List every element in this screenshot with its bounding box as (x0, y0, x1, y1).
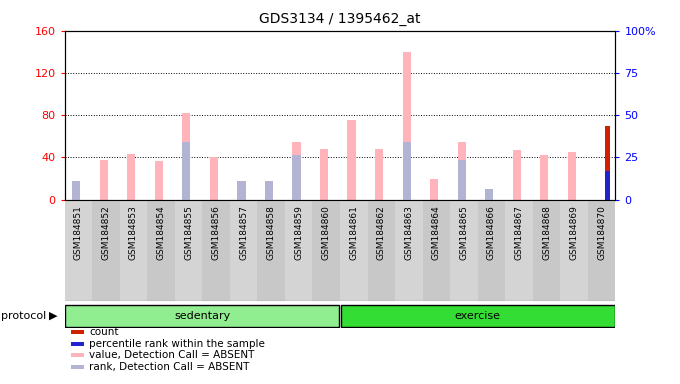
Bar (588, 200, 615, 301)
Bar (175, 200, 203, 301)
Bar (65, 200, 92, 301)
Text: GSM184862: GSM184862 (377, 205, 386, 260)
Bar (312, 200, 340, 301)
Bar (257, 200, 285, 301)
Text: GSM184863: GSM184863 (405, 205, 413, 260)
FancyBboxPatch shape (341, 305, 615, 327)
Text: protocol: protocol (1, 311, 47, 321)
Bar (430, 179, 439, 200)
Bar (367, 200, 395, 301)
Bar (423, 200, 450, 301)
Bar (403, 142, 411, 200)
Text: GSM184865: GSM184865 (460, 205, 469, 260)
Text: GSM184860: GSM184860 (322, 205, 330, 260)
Bar (458, 160, 466, 200)
Text: GSM184864: GSM184864 (432, 205, 441, 260)
Bar (292, 156, 301, 200)
Text: GSM184853: GSM184853 (129, 205, 138, 260)
Bar (127, 154, 135, 200)
Text: GSM184870: GSM184870 (597, 205, 606, 260)
Bar (285, 200, 312, 301)
Text: GSM184858: GSM184858 (267, 205, 275, 260)
Bar (485, 197, 494, 200)
Text: GSM184852: GSM184852 (101, 205, 110, 260)
Bar (203, 200, 230, 301)
Text: rank, Detection Call = ABSENT: rank, Detection Call = ABSENT (89, 362, 250, 372)
Text: GSM184855: GSM184855 (184, 205, 193, 260)
Text: exercise: exercise (455, 311, 500, 321)
Text: GSM184854: GSM184854 (156, 205, 165, 260)
Bar (485, 189, 494, 200)
Bar (540, 156, 549, 200)
Text: GDS3134 / 1395462_at: GDS3134 / 1395462_at (259, 12, 421, 25)
Text: GSM184869: GSM184869 (570, 205, 579, 260)
Text: GSM184861: GSM184861 (350, 205, 358, 260)
FancyBboxPatch shape (65, 305, 339, 327)
Bar (182, 142, 190, 200)
Bar (605, 171, 609, 200)
Bar (560, 200, 588, 301)
Text: GSM184868: GSM184868 (542, 205, 551, 260)
Bar (72, 181, 80, 200)
Bar (230, 200, 257, 301)
Bar (458, 142, 466, 200)
Bar (265, 181, 273, 200)
Bar (477, 200, 505, 301)
Bar (265, 187, 273, 200)
Bar (513, 150, 521, 200)
Text: sedentary: sedentary (174, 311, 231, 321)
Text: percentile rank within the sample: percentile rank within the sample (89, 339, 265, 349)
Bar (92, 200, 120, 301)
Text: GSM184856: GSM184856 (211, 205, 220, 260)
Text: GSM184859: GSM184859 (294, 205, 303, 260)
Bar (209, 157, 218, 200)
Bar (403, 52, 411, 200)
Bar (375, 149, 384, 200)
Bar (182, 113, 190, 200)
Bar (450, 200, 477, 301)
Bar (347, 121, 356, 200)
Bar (154, 161, 163, 200)
Bar (340, 200, 367, 301)
Bar (147, 200, 175, 301)
Text: GSM184851: GSM184851 (74, 205, 83, 260)
Bar (505, 200, 533, 301)
Bar (320, 149, 328, 200)
Bar (99, 160, 108, 200)
Bar (237, 181, 245, 200)
Text: GSM184866: GSM184866 (487, 205, 496, 260)
Bar (605, 126, 609, 200)
Bar (568, 152, 576, 200)
Text: count: count (89, 327, 118, 337)
Bar (120, 200, 147, 301)
Text: ▶: ▶ (49, 311, 57, 321)
Bar (292, 142, 301, 200)
Bar (72, 191, 80, 200)
Text: GSM184867: GSM184867 (515, 205, 524, 260)
Bar (395, 200, 423, 301)
Bar (533, 200, 560, 301)
Bar (237, 189, 245, 200)
Text: GSM184857: GSM184857 (239, 205, 248, 260)
Text: value, Detection Call = ABSENT: value, Detection Call = ABSENT (89, 350, 254, 360)
